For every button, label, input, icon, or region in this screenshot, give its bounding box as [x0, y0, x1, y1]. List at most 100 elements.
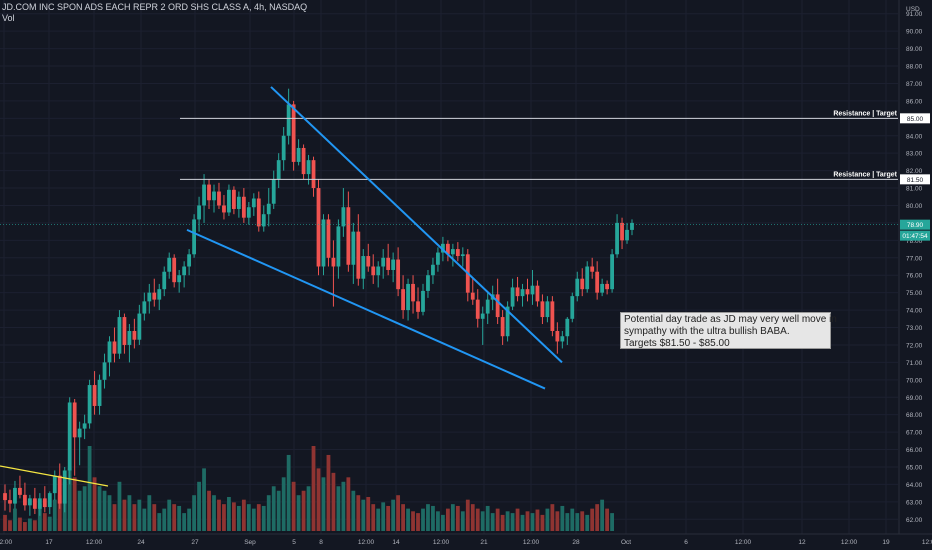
volume-bar: [306, 486, 311, 531]
candle-body: [23, 494, 27, 506]
candle-body: [406, 283, 410, 311]
volume-bar: [47, 516, 52, 531]
candle-body: [421, 290, 425, 312]
candle-body: [520, 289, 525, 297]
candle-body: [565, 318, 570, 337]
candle-body: [137, 313, 142, 340]
candle-body: [62, 470, 67, 504]
price-tick-label: 88.00: [906, 64, 923, 71]
candle-body: [441, 243, 445, 253]
candle-body: [351, 231, 356, 265]
candle-body: [530, 285, 535, 295]
candle-body: [346, 207, 351, 265]
price-tick-label: 62.00: [906, 517, 923, 524]
wedge-upper-trendline: [270, 86, 563, 364]
volume-bar: [470, 504, 475, 531]
price-tick-label: 87.00: [906, 81, 923, 88]
time-tick-label: 12:00: [841, 539, 858, 546]
candle-body: [495, 294, 500, 318]
price-tick-label: 91.00: [906, 11, 923, 18]
drawings[interactable]: Resistance | Target Resistance | Target: [0, 86, 898, 487]
volume-bar: [82, 486, 87, 531]
volume-bar: [23, 522, 27, 531]
price-tick-label: 73.00: [906, 325, 923, 332]
candle-body: [236, 196, 241, 209]
time-tick-label: 12:00: [922, 539, 932, 546]
volume-bar: [207, 490, 211, 531]
candle-body: [212, 191, 216, 201]
candle-body: [72, 402, 77, 438]
price-axis-bg: [899, 0, 932, 550]
candle-body: [336, 226, 341, 267]
candle-body: [475, 299, 480, 319]
volume-bar: [18, 517, 22, 531]
price-tick-label: 76.00: [906, 273, 923, 280]
volume-bar: [316, 468, 321, 531]
volume-bar: [142, 508, 147, 531]
candle-body: [605, 283, 610, 290]
annotation-box[interactable]: Potential day trade as JD may very well …: [620, 312, 837, 349]
volume-bar: [182, 513, 187, 531]
candle-body: [127, 331, 132, 345]
candle-body: [550, 301, 555, 332]
candle-body: [77, 428, 82, 438]
candle-body: [222, 205, 226, 213]
time-tick-label: 21: [480, 539, 488, 546]
volume-bar: [485, 505, 490, 531]
price-tag: [900, 219, 930, 230]
volume-bar: [341, 481, 346, 531]
candle-body: [570, 296, 575, 319]
candle-body: [371, 266, 376, 276]
level-label: Resistance | Target: [833, 171, 897, 178]
volume-bar: [177, 505, 182, 531]
candle-body: [306, 160, 311, 175]
level-label: Resistance | Target: [833, 110, 897, 117]
volume-bar: [331, 472, 336, 531]
volume-bar: [356, 495, 361, 531]
volume-bar: [600, 499, 605, 531]
volume-bar: [202, 468, 206, 531]
candle-body: [102, 362, 107, 380]
volume-bar: [301, 490, 306, 531]
volume-bar: [13, 508, 17, 531]
candle-body: [3, 493, 7, 501]
volume-bar: [605, 508, 610, 531]
candle-body: [132, 331, 137, 340]
volume-bar: [520, 514, 525, 531]
volume-bar: [401, 504, 405, 531]
volume-bar: [545, 508, 550, 531]
volume-bar: [107, 495, 112, 531]
candle-body: [460, 254, 465, 257]
price-tick-label: 84.00: [906, 133, 923, 140]
volume-bar: [525, 511, 530, 531]
candle-body: [560, 336, 565, 342]
volume-bar: [241, 499, 246, 531]
volume-bar: [187, 508, 192, 531]
volume-bar: [406, 508, 410, 531]
volume-bar: [346, 477, 351, 531]
candle-body: [232, 189, 236, 209]
candle-body: [505, 306, 510, 337]
candle-body: [376, 266, 381, 276]
candle-body: [276, 160, 281, 180]
time-tick-label: 12:00: [523, 539, 540, 546]
candle-body: [182, 266, 187, 276]
candle-body: [401, 289, 405, 311]
volume-bar: [445, 508, 450, 531]
price-tick-label: 70.00: [906, 377, 923, 384]
candle-body: [122, 317, 127, 345]
price-tick-label: 78.00: [906, 238, 923, 245]
candle-body: [356, 231, 361, 279]
volume-bar: [535, 509, 540, 531]
candle-body: [366, 256, 371, 267]
candle-body: [510, 287, 515, 307]
candle-body: [411, 283, 415, 302]
candle-body: [32, 498, 37, 509]
time-axis[interactable]: 12:00 17 12:00 24 27 Sep 5 8 12:00 14 12:00 21 12:00…: [0, 533, 932, 546]
time-tick-label: 17: [45, 539, 53, 546]
candle-body: [311, 160, 316, 189]
candle-body: [620, 222, 624, 241]
price-tick-label: 71.00: [906, 360, 923, 367]
